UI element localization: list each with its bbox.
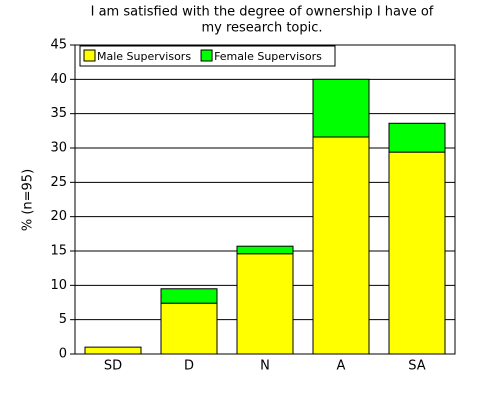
legend-swatch: [200, 49, 213, 62]
y-tick-label: 10: [50, 278, 67, 293]
legend-label: Male Supervisors: [97, 50, 191, 63]
y-tick-label: 35: [50, 106, 67, 121]
legend-swatch: [83, 49, 96, 62]
bar-segment: [84, 346, 142, 355]
y-tick-label: 25: [50, 175, 67, 190]
bar-segment: [388, 151, 446, 355]
bar-segment: [312, 78, 370, 138]
x-tick-label: SA: [408, 359, 425, 374]
y-tick-label: 45: [50, 38, 67, 53]
y-tick-label: 0: [59, 347, 67, 362]
bar-segment: [160, 288, 218, 304]
legend-label: Female Supervisors: [214, 50, 322, 63]
bar-segment: [312, 136, 370, 355]
y-tick-label: 40: [50, 72, 67, 87]
bar-segment: [236, 245, 294, 255]
y-tick-label: 5: [59, 312, 67, 327]
chart-title: I am satisfied with the degree of owners…: [91, 5, 434, 20]
x-tick-label: D: [184, 359, 194, 374]
y-tick-label: 15: [50, 244, 67, 259]
y-tick-label: 30: [50, 141, 67, 156]
bar-segment: [236, 253, 294, 355]
x-tick-label: N: [260, 359, 270, 374]
x-tick-label: A: [337, 359, 346, 374]
y-axis-label: % (n=95): [21, 169, 36, 231]
x-tick-label: SD: [104, 359, 122, 374]
bar-segment: [160, 302, 218, 355]
bar-segment: [388, 122, 446, 153]
y-tick-label: 20: [50, 209, 67, 224]
chart-title: my research topic.: [201, 21, 322, 36]
